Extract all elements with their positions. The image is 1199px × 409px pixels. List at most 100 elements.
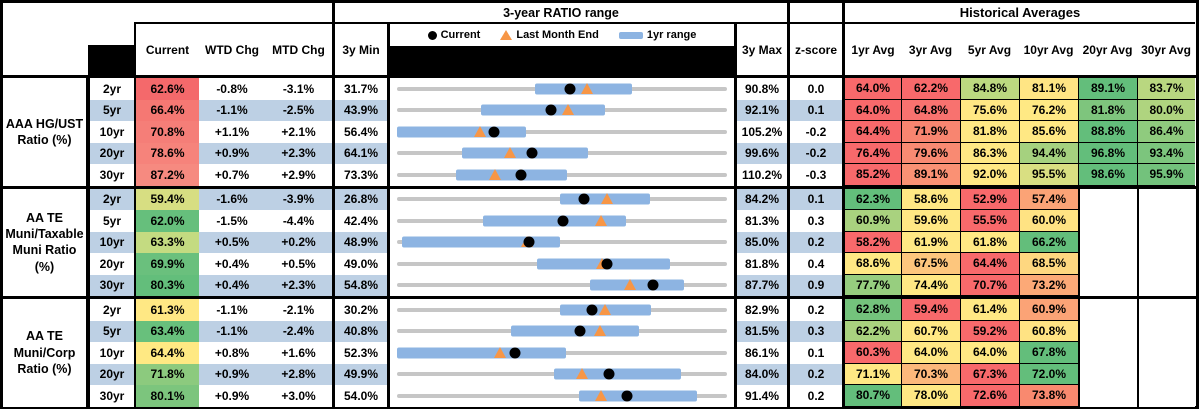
- wtd-chg-value: -1.1%: [199, 99, 265, 121]
- wtd-chg-value: -1.5%: [199, 210, 265, 232]
- current-dot: [523, 236, 535, 248]
- chart-group-title: 3-year RATIO range: [332, 3, 787, 22]
- z-score-value: 0.2: [787, 231, 842, 253]
- last-month-triangle: [493, 346, 506, 358]
- current-value: 63.4%: [134, 320, 199, 342]
- last-month-triangle: [623, 279, 636, 291]
- range-track: [397, 283, 727, 288]
- avg-value: 76.4%: [842, 142, 901, 164]
- wtd-chg-value: +1.1%: [199, 121, 265, 143]
- range-chart: [387, 231, 734, 253]
- range-chart: [387, 99, 734, 121]
- blank-20yr-avg-cell: [1078, 188, 1137, 296]
- avg-value: 52.9%: [960, 188, 1019, 210]
- range-track: [397, 393, 727, 398]
- mtd-chg-value: -3.9%: [265, 188, 332, 210]
- col-header-mtd-chg: MTD Chg: [265, 22, 332, 75]
- z-score-value: 0.2: [787, 363, 842, 385]
- avg-value: 71.9%: [901, 121, 960, 143]
- wtd-chg-value: -0.8%: [199, 78, 265, 100]
- avg-value: 58.2%: [842, 231, 901, 253]
- current-value: 87.2%: [134, 164, 199, 186]
- 3y-min-value: 54.8%: [332, 274, 387, 296]
- last-month-triangle: [562, 104, 575, 116]
- avg-value: 64.4%: [842, 121, 901, 143]
- range-chart: [387, 121, 734, 143]
- avg-value: 59.4%: [901, 299, 960, 321]
- range-bar: [589, 279, 684, 291]
- mtd-chg-value: -4.4%: [265, 210, 332, 232]
- 3y-max-value: 82.9%: [734, 299, 787, 321]
- avg-value: 60.9%: [842, 210, 901, 232]
- current-dot: [526, 147, 538, 159]
- avg-value: 64.0%: [960, 342, 1019, 364]
- 3y-min-value: 56.4%: [332, 121, 387, 143]
- legend-1yr-range: 1yr range: [618, 29, 696, 41]
- header-blank: [134, 3, 332, 22]
- avg-value: 68.5%: [1019, 253, 1078, 275]
- current-dot: [578, 193, 590, 205]
- tenor-label: 20yr: [88, 142, 134, 164]
- mtd-chg-value: +2.1%: [265, 121, 332, 143]
- wtd-chg-value: +0.9%: [199, 142, 265, 164]
- avg-value: 95.9%: [1137, 164, 1195, 186]
- avg-value: 60.7%: [901, 320, 960, 342]
- tenor-label: 5yr: [88, 99, 134, 121]
- last-month-triangle: [598, 303, 611, 315]
- avg-value: 74.4%: [901, 274, 960, 296]
- current-value: 80.1%: [134, 385, 199, 407]
- z-score-value: 0.3: [787, 210, 842, 232]
- avg-value: 93.4%: [1137, 142, 1195, 164]
- avg-value: 94.4%: [1019, 142, 1078, 164]
- wtd-chg-value: -1.1%: [199, 299, 265, 321]
- avg-value: 81.8%: [1078, 99, 1137, 121]
- current-dot: [509, 347, 521, 359]
- 3y-min-value: 64.1%: [332, 142, 387, 164]
- current-value: 71.8%: [134, 363, 199, 385]
- range-track: [397, 240, 727, 245]
- tenor-label: 2yr: [88, 299, 134, 321]
- col-header-30yr-avg: 30yr Avg: [1137, 22, 1195, 75]
- range-chart: [387, 210, 734, 232]
- avg-value: 96.8%: [1078, 142, 1137, 164]
- mtd-chg-value: -3.1%: [265, 78, 332, 100]
- tenor-label: 30yr: [88, 164, 134, 186]
- range-chart: [387, 363, 734, 385]
- avg-value: 75.6%: [960, 99, 1019, 121]
- black-fill: [390, 46, 734, 75]
- tenor-label: 30yr: [88, 274, 134, 296]
- col-header-z-score: z-score: [787, 22, 842, 75]
- range-bar: [456, 169, 567, 181]
- mtd-chg-value: +0.2%: [265, 231, 332, 253]
- 3y-max-value: 86.1%: [734, 342, 787, 364]
- avg-value: 70.3%: [901, 363, 960, 385]
- 3y-min-value: 40.8%: [332, 320, 387, 342]
- 3y-max-value: 81.5%: [734, 320, 787, 342]
- 3y-max-value: 110.2%: [734, 164, 787, 186]
- last-month-triangle: [575, 368, 588, 380]
- 3y-min-value: 42.4%: [332, 210, 387, 232]
- mtd-chg-value: +3.0%: [265, 385, 332, 407]
- avg-value: 57.4%: [1019, 188, 1078, 210]
- last-month-triangle: [580, 82, 593, 94]
- avg-value: 64.4%: [960, 253, 1019, 275]
- historical-averages-title: Historical Averages: [842, 3, 1195, 22]
- avg-value: 84.8%: [960, 78, 1019, 100]
- avg-value: 86.4%: [1137, 121, 1195, 143]
- avg-value: 67.5%: [901, 253, 960, 275]
- avg-value: 60.0%: [1019, 210, 1078, 232]
- avg-value: 62.8%: [842, 299, 901, 321]
- mtd-chg-value: +2.8%: [265, 363, 332, 385]
- last-month-triangle: [593, 325, 606, 337]
- range-chart: [387, 299, 734, 321]
- avg-value: 61.4%: [960, 299, 1019, 321]
- avg-value: 62.2%: [842, 320, 901, 342]
- avg-value: 81.1%: [1019, 78, 1078, 100]
- tenor-label: 10yr: [88, 342, 134, 364]
- current-dot: [515, 169, 527, 181]
- 3y-max-value: 99.6%: [734, 142, 787, 164]
- 3y-min-value: 43.9%: [332, 99, 387, 121]
- avg-value: 83.7%: [1137, 78, 1195, 100]
- tenor-label: 20yr: [88, 253, 134, 275]
